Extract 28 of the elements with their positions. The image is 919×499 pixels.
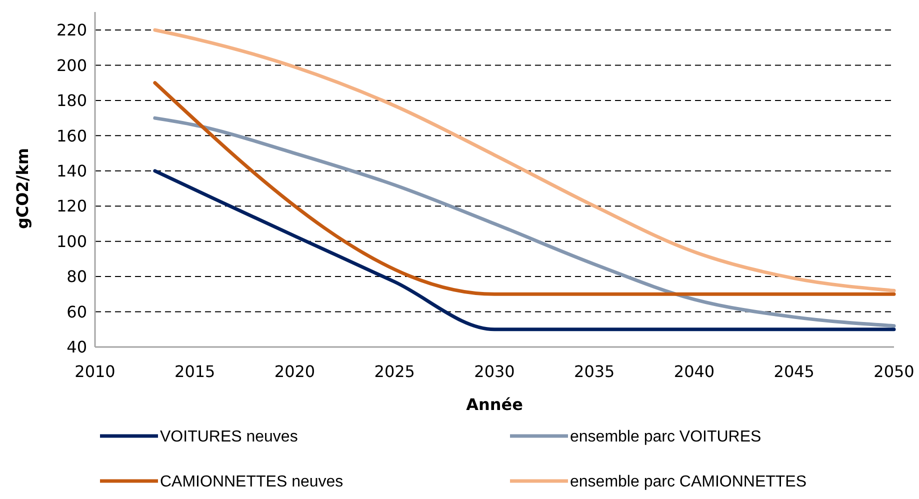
x-tick-label: 2040	[674, 362, 715, 381]
line-series	[153, 116, 896, 328]
x-tick-label: 2020	[274, 362, 316, 381]
y-tick-label: 180	[56, 91, 87, 110]
x-tick-label: 2030	[474, 362, 515, 381]
y-tick-label: 60	[66, 302, 87, 322]
y-axis-title: gCO2/km	[13, 148, 32, 230]
line-series	[153, 169, 896, 332]
x-tick-label: 2025	[374, 362, 415, 381]
x-tick-label: 2050	[874, 362, 914, 381]
y-tick-label: 160	[56, 126, 87, 146]
x-tick-label: 2015	[174, 362, 216, 381]
y-tick-label: 220	[56, 20, 87, 40]
line-series	[153, 28, 896, 292]
y-tick-label: 40	[66, 338, 87, 357]
legend-label: VOITURES neuves	[160, 428, 298, 446]
y-tick-label: 120	[56, 196, 87, 216]
y-tick-label: 100	[56, 232, 87, 251]
y-tick-label: 200	[56, 56, 87, 75]
legend-label: ensemble parc CAMIONNETTES	[570, 474, 807, 491]
legend-label: ensemble parc VOITURES	[570, 428, 762, 446]
x-axis-title: Année	[466, 395, 524, 414]
x-tick-label: 2045	[774, 362, 814, 381]
legend-label: CAMIONNETTES neuves	[160, 474, 344, 491]
x-tick-label: 2010	[74, 362, 116, 381]
x-tick-label: 2035	[574, 362, 615, 381]
y-tick-label: 140	[56, 161, 87, 180]
y-tick-label: 80	[66, 267, 87, 286]
